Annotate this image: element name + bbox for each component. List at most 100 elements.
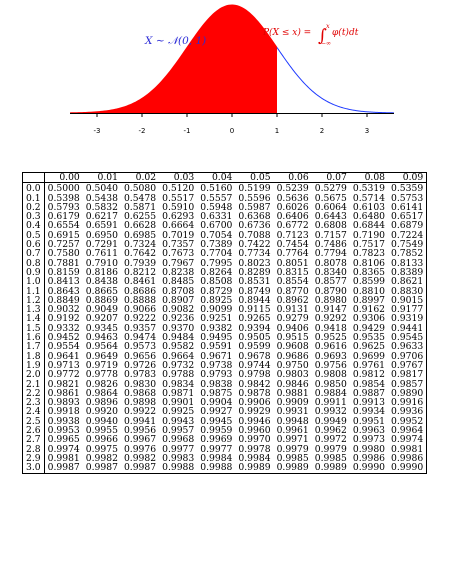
table-cell: 0.9726 <box>123 359 157 371</box>
table-cell: 0.9798 <box>238 369 271 381</box>
column-header: 0.00 <box>44 171 83 184</box>
row-z-label: 0.4 <box>22 221 45 231</box>
table-cell: 0.7967 <box>162 257 195 269</box>
table-cell: 0.9842 <box>238 378 271 390</box>
table-cell: 0.9803 <box>276 369 309 381</box>
table-cell: 0.6293 <box>162 211 195 223</box>
table-cell: 0.7224 <box>388 230 428 240</box>
table-cell: 0.9925 <box>162 406 195 418</box>
table-cell: 0.7881 <box>47 257 80 269</box>
table-cell: 0.8944 <box>238 294 271 306</box>
table-cell: 0.9591 <box>200 341 233 353</box>
table-cell: 0.9744 <box>238 359 271 371</box>
distribution-label: X ∼ 𝒩(0, 1) <box>144 35 206 47</box>
table-cell: 0.9830 <box>123 378 157 390</box>
table-cell: 0.8212 <box>123 266 157 278</box>
table-cell: 0.9015 <box>388 296 428 305</box>
table-cell: 0.9987 <box>44 463 83 474</box>
table-cell: 0.7257 <box>47 239 80 251</box>
table-cell: 0.9971 <box>276 434 309 446</box>
table-cell: 0.6950 <box>85 229 118 241</box>
table-cell: 0.9599 <box>238 341 271 353</box>
table-cell: 0.9821 <box>47 378 80 390</box>
table-cell: 0.9962 <box>314 425 347 437</box>
table-cell: 0.8186 <box>85 266 118 278</box>
table-cell: 0.5557 <box>200 192 233 204</box>
table-cell: 0.7704 <box>200 248 233 260</box>
table-cell: 0.7088 <box>238 229 271 241</box>
table-cell: 0.7794 <box>314 248 347 260</box>
table-cell: 0.9938 <box>47 415 80 427</box>
table-row: 2.6 0.9953 0.9955 0.9956 0.9957 0.9959 0.9960 0… <box>22 425 428 437</box>
table-cell: 0.9783 <box>123 369 157 381</box>
table-cell: 0.8340 <box>314 266 347 278</box>
table-cell: 0.5675 <box>314 192 347 204</box>
table-cell: 0.9970 <box>238 434 271 446</box>
table-cell: 0.5160 <box>200 183 233 195</box>
table-cell: 0.9896 <box>85 397 118 409</box>
table-row: 0.5 0.6915 0.6950 0.6985 0.7019 0.7054 0.7088 0… <box>22 229 428 241</box>
table-cell: 0.9319 <box>388 314 428 324</box>
table-row: 3.0 0.9987 0.9987 0.9987 0.9988 0.9988 0.9989 0… <box>22 463 428 474</box>
table-cell: 0.9980 <box>352 443 386 455</box>
table-cell: 0.9955 <box>85 425 118 437</box>
table-cell: 0.5832 <box>85 201 118 213</box>
table-cell: 0.9236 <box>162 313 195 325</box>
table-cell: 0.9719 <box>85 359 118 371</box>
table-cell: 0.6517 <box>388 212 428 221</box>
table-cell: 0.9985 <box>314 452 347 464</box>
table-cell: 0.8289 <box>238 266 271 278</box>
table-cell: 0.9984 <box>200 452 233 464</box>
shaded-area-left-of-x <box>70 5 277 113</box>
table-cell: 0.7580 <box>47 248 80 260</box>
table-row: 0.7 0.7580 0.7611 0.7642 0.7673 0.7704 0.7734 0… <box>22 248 428 260</box>
table-cell: 0.8749 <box>238 285 271 297</box>
table-row: 2.5 0.9938 0.9940 0.9941 0.9943 0.9945 0.9946 0… <box>22 415 428 427</box>
table-cell: 0.9265 <box>238 313 271 325</box>
column-header: 0.04 <box>197 171 236 184</box>
table-cell: 0.9616 <box>314 341 347 353</box>
table-cell: 0.5987 <box>238 201 271 213</box>
table-cell: 0.9969 <box>200 434 233 446</box>
table-row: 2.8 0.9974 0.9975 0.9976 0.9977 0.9977 0.9978 0… <box>22 443 428 455</box>
table-cell: 0.7642 <box>123 248 157 260</box>
table-cell: 0.9767 <box>388 361 428 370</box>
table-cell: 0.8485 <box>162 276 195 288</box>
table-row: 0.1 0.5398 0.5438 0.5478 0.5517 0.5557 0.5596 0… <box>22 192 428 204</box>
table-cell: 0.9656 <box>123 350 157 362</box>
table-cell: 0.9906 <box>238 397 271 409</box>
table-cell: 0.9871 <box>162 387 195 399</box>
table-cell: 0.9985 <box>276 452 309 464</box>
row-z-label: 2.5 <box>22 416 45 426</box>
table-row: 1.0 0.8413 0.8438 0.8461 0.8485 0.8508 0.8531 0… <box>22 276 428 288</box>
table-row: 2.1 0.9821 0.9826 0.9830 0.9834 0.9838 0.9842 0… <box>22 378 428 390</box>
table-cell: 0.9987 <box>120 463 160 474</box>
table-cell: 0.9573 <box>123 341 157 353</box>
table-cell: 0.9898 <box>123 397 157 409</box>
table-cell: 0.9854 <box>352 378 386 390</box>
table-cell: 0.8997 <box>352 294 386 306</box>
table-cell: 0.7422 <box>238 239 271 251</box>
table-cell: 0.9162 <box>352 304 386 316</box>
table-cell: 0.9357 <box>123 322 157 334</box>
table-cell: 0.8621 <box>388 277 428 287</box>
table-cell: 0.5120 <box>162 183 195 195</box>
table-cell: 0.9564 <box>85 341 118 353</box>
table-cell: 0.9948 <box>276 415 309 427</box>
table-cell: 0.9946 <box>238 415 271 427</box>
table-cell: 0.9989 <box>235 463 274 474</box>
table-cell: 0.9370 <box>162 322 195 334</box>
table-cell: 0.9177 <box>388 305 428 314</box>
table-cell: 0.9505 <box>238 332 271 344</box>
table-cell: 0.7764 <box>276 248 309 260</box>
table-cell: 0.7486 <box>314 239 347 251</box>
column-header: 0.09 <box>388 171 428 184</box>
cdf-label: P(X ≤ x) = <box>262 27 311 38</box>
table-cell: 0.9495 <box>200 332 233 344</box>
table-cell: 0.9406 <box>276 322 309 334</box>
table-cell: 0.7019 <box>162 229 195 241</box>
table-cell: 0.9904 <box>200 397 233 409</box>
table-cell: 0.8907 <box>162 294 195 306</box>
table-cell: 0.9834 <box>162 378 195 390</box>
table-cell: 0.9920 <box>85 406 118 418</box>
